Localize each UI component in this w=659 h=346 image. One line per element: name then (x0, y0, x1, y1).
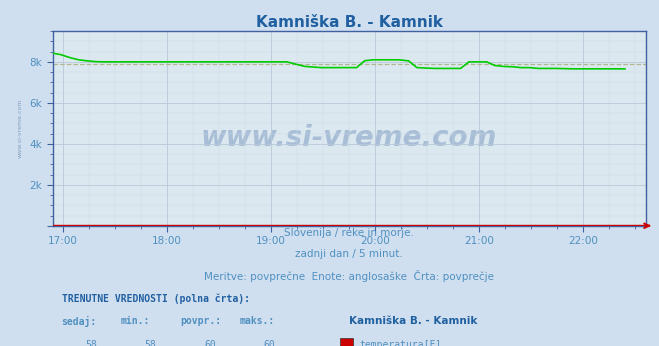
Text: 58: 58 (145, 340, 157, 346)
Text: 60: 60 (264, 340, 275, 346)
Bar (340, 338, 353, 346)
Text: Kamniška B. - Kamnik: Kamniška B. - Kamnik (349, 316, 478, 326)
Title: Kamniška B. - Kamnik: Kamniška B. - Kamnik (256, 15, 443, 30)
Text: maks.:: maks.: (240, 316, 275, 326)
Text: povpr.:: povpr.: (180, 316, 221, 326)
Text: Meritve: povprečne  Enote: anglosaške  Črta: povprečje: Meritve: povprečne Enote: anglosaške Črt… (204, 270, 494, 282)
Text: sedaj:: sedaj: (62, 316, 97, 327)
Text: min.:: min.: (121, 316, 150, 326)
Text: www.si-vreme.com: www.si-vreme.com (201, 124, 498, 152)
Text: temperatura[F]: temperatura[F] (359, 340, 442, 346)
Text: Slovenija / reke in morje.: Slovenija / reke in morje. (284, 228, 415, 238)
Text: TRENUTNE VREDNOSTI (polna črta):: TRENUTNE VREDNOSTI (polna črta): (62, 293, 250, 304)
Text: zadnji dan / 5 minut.: zadnji dan / 5 minut. (295, 249, 403, 259)
Text: 58: 58 (86, 340, 98, 346)
Text: www.si-vreme.com: www.si-vreme.com (18, 99, 22, 158)
Text: 60: 60 (204, 340, 216, 346)
